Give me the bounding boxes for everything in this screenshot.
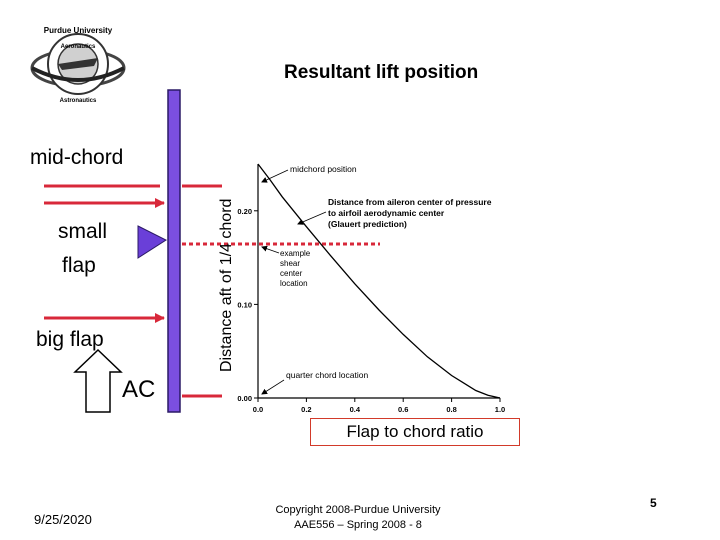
chart-y-axis-label: Distance aft of 1/4 chord <box>218 198 235 372</box>
label-big-flap: big flap <box>36 328 104 351</box>
label-small-flap-line2: flap <box>62 254 96 277</box>
annotation-distance-line3: (Glauert prediction) <box>328 219 407 229</box>
y-tick-label: 0.10 <box>237 300 252 309</box>
purdue-logo: Purdue University Aeronautics Astronauti… <box>30 26 126 104</box>
copyright-line2: AAE556 – Spring 2008 - 8 <box>294 519 422 531</box>
x-tick-label: 0.6 <box>398 405 408 414</box>
x-tick-label: 0.2 <box>301 405 311 414</box>
annotation-example-line3: center <box>280 269 303 278</box>
slide-date: 9/25/2020 <box>34 512 92 527</box>
logo-text-inner: Aeronautics <box>61 44 96 50</box>
label-small-flap-line1: small <box>58 220 108 243</box>
annotation-midchord: midchord position <box>290 164 357 174</box>
annotation-quarter-chord: quarter chord location <box>286 370 368 380</box>
annotation-distance-pointer <box>297 211 327 225</box>
wing-section-bar <box>167 89 181 413</box>
ac-lift-arrow <box>73 348 123 413</box>
logo-text-bottom: Astronautics <box>60 98 97 104</box>
annotation-example-line4: location <box>280 279 308 288</box>
series-line-glauert <box>257 163 501 399</box>
x-tick-label: 0.8 <box>446 405 456 414</box>
copyright-line1: Copyright 2008-Purdue University <box>275 504 441 516</box>
logo-text-top: Purdue University <box>44 26 113 35</box>
x-tick-label: 0.4 <box>350 405 361 414</box>
x-tick-label: 0.0 <box>253 405 263 414</box>
copyright-block: Copyright 2008-Purdue University AAE556 … <box>258 503 458 533</box>
chart-x-axis-label: Flap to chord ratio <box>310 418 520 446</box>
annotation-distance-line2: to airfoil aerodynamic center <box>328 208 445 218</box>
shear-center-marker <box>137 225 168 259</box>
annotation-example-line2: shear <box>280 259 300 268</box>
annotation-quarter-pointer <box>261 379 285 395</box>
page-number: 5 <box>650 496 657 510</box>
x-tick-label: 1.0 <box>495 405 505 414</box>
annotation-midchord-pointer <box>261 169 289 183</box>
label-ac: AC <box>122 376 156 403</box>
annotation-distance-line1: Distance from aileron center of pressure <box>328 197 492 207</box>
lift-position-chart: 0.0 0.2 0.4 0.6 0.8 1.0 0.00 0.10 0.20 midchord… <box>237 163 505 414</box>
slide-title: Resultant lift position <box>284 62 479 83</box>
annotation-example-line1: example <box>280 249 311 258</box>
y-tick-label: 0.00 <box>237 394 252 403</box>
y-tick-label: 0.20 <box>237 207 252 216</box>
annotation-example-pointer <box>261 245 280 254</box>
label-mid-chord: mid-chord <box>30 146 124 169</box>
